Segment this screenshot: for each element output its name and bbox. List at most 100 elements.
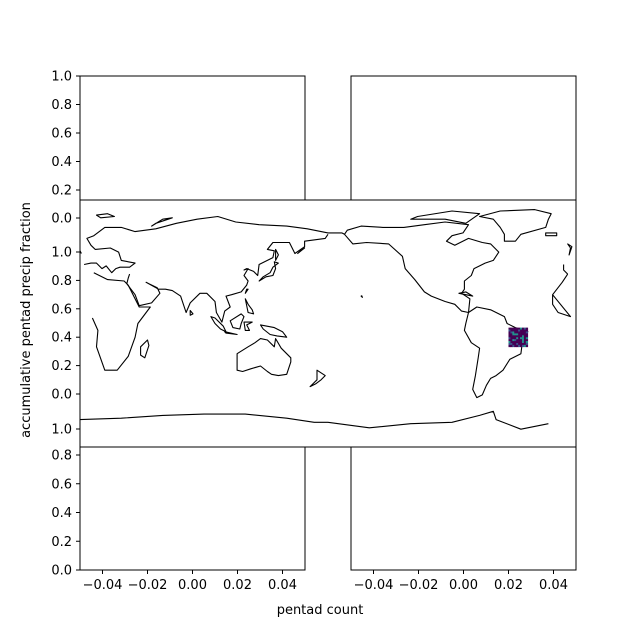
heatmap-cell: [523, 329, 527, 332]
heatmap-cell: [512, 331, 515, 334]
heatmap-cell: [510, 329, 513, 332]
heatmap-cell: [523, 339, 527, 342]
heatmap-cell: [520, 335, 523, 338]
heatmap-cell: [521, 342, 525, 346]
panel-frame: [350, 75, 577, 200]
heatmap-cell: [525, 331, 529, 334]
island-coast: [244, 288, 249, 294]
heatmap-cell: [523, 335, 527, 338]
heatmap-cell: [521, 329, 525, 332]
heatmap-cell: [518, 337, 521, 340]
heatmap-cell: [520, 339, 523, 342]
heatmap-cell: [514, 342, 517, 346]
island-coast: [259, 324, 288, 338]
heatmap-cell: [512, 341, 515, 344]
heatmap-cell: [508, 339, 511, 342]
heatmap-cell: [512, 344, 515, 348]
island-coast: [189, 309, 194, 316]
island-coast: [275, 248, 279, 261]
heatmap-cell: [512, 337, 515, 340]
heatmap-cell: [510, 333, 513, 336]
island-coast: [360, 295, 363, 298]
heatmap-cell: [523, 344, 527, 348]
heatmap-cell: [516, 342, 519, 346]
map-frame: [79, 199, 577, 448]
heatmap-cell: [518, 327, 521, 330]
y-axis-label: accumulative pentad precip fraction: [19, 202, 34, 438]
antarctica-coast: [79, 410, 549, 430]
heatmap-cell: [521, 333, 525, 336]
y-tick-label: 0.6: [51, 127, 72, 142]
subplot-panels: 0.2 0.4 0.6 0.8 1.0 0.0 0.2 0.4 0.6 0.8 −0.04 −0.02…: [51, 70, 577, 593]
island-coast: [95, 213, 115, 219]
africa-coast: [91, 272, 572, 371]
heatmap-cell: [521, 339, 525, 342]
heatmap-cell: [510, 339, 513, 342]
heatmap-cell: [518, 342, 521, 346]
heatmap-cell: [518, 341, 521, 344]
heatmap-cell: [521, 331, 525, 334]
y-tick-label: 0.8: [51, 274, 72, 289]
heatmap-cell: [512, 333, 515, 336]
island-coast: [545, 232, 558, 237]
heatmap-cell: [525, 335, 529, 338]
heatmap-cell: [521, 344, 525, 348]
heatmap-cell: [508, 333, 511, 336]
panel-top-left: 0.2 0.4 0.6 0.8 1.0: [51, 70, 306, 200]
heatmap-cell: [525, 329, 529, 332]
heatmap-cell: [518, 333, 521, 336]
south-america-coast: [463, 306, 529, 399]
heatmap-cell: [523, 327, 527, 330]
heatmap-cell: [525, 339, 529, 342]
y-tick-label: 1.0: [51, 70, 72, 85]
heatmap-cell: [521, 335, 525, 338]
heatmap-cell: [512, 339, 515, 342]
heatmap-cell: [518, 344, 521, 348]
x-tick-label: 0.02: [494, 578, 523, 593]
world-map-axes: [79, 199, 577, 448]
heatmap-cell: [508, 335, 511, 338]
y-tick-label: 0.2: [51, 359, 72, 374]
y-tick-label: 0.6: [51, 477, 72, 492]
island-coast: [244, 298, 255, 315]
heatmap-cell: [520, 327, 523, 330]
greenland-coast: [479, 209, 552, 242]
heatmap-cell: [514, 333, 517, 336]
asia-south-coast: [126, 233, 329, 323]
y-tick-label: 0.4: [51, 155, 72, 170]
heatmap-cell: [516, 337, 519, 340]
heatmap-cell: [514, 329, 517, 332]
heatmap-cell: [516, 341, 519, 344]
north-america-coast: [343, 221, 500, 314]
precip-heatmap-region: [508, 327, 529, 348]
heatmap-cell: [523, 331, 527, 334]
y-tick-label: 0.2: [51, 184, 72, 199]
island-coast: [243, 321, 253, 331]
x-tick-label: −0.02: [399, 578, 439, 593]
x-tick-label: 0.04: [539, 578, 568, 593]
eurasia-north-coast: [83, 215, 569, 275]
heatmap-cell: [518, 335, 521, 338]
heatmap-cell: [525, 337, 529, 340]
heatmap-cell: [510, 331, 513, 334]
heatmap-cell: [520, 337, 523, 340]
heatmap-cell: [520, 331, 523, 334]
panel-bottom-right: −0.04 −0.02 0.00 0.02 0.04: [350, 447, 577, 593]
heatmap-cell: [523, 333, 527, 336]
heatmap-cell: [520, 333, 523, 336]
island-coast: [229, 313, 245, 330]
heatmap-cell: [510, 327, 513, 330]
heatmap-cell: [520, 342, 523, 346]
heatmap-cell: [521, 337, 525, 340]
heatmap-cell: [510, 337, 513, 340]
y-tick-label: 0.8: [51, 98, 72, 113]
y-tick-label: 0.4: [51, 331, 72, 346]
x-tick-label: 0.00: [178, 578, 207, 593]
heatmap-cell: [525, 333, 529, 336]
heatmap-cell: [512, 335, 515, 338]
heatmap-cell: [518, 331, 521, 334]
heatmap-cell: [520, 344, 523, 348]
panel-frame: [79, 75, 306, 200]
heatmap-cell: [508, 341, 511, 344]
